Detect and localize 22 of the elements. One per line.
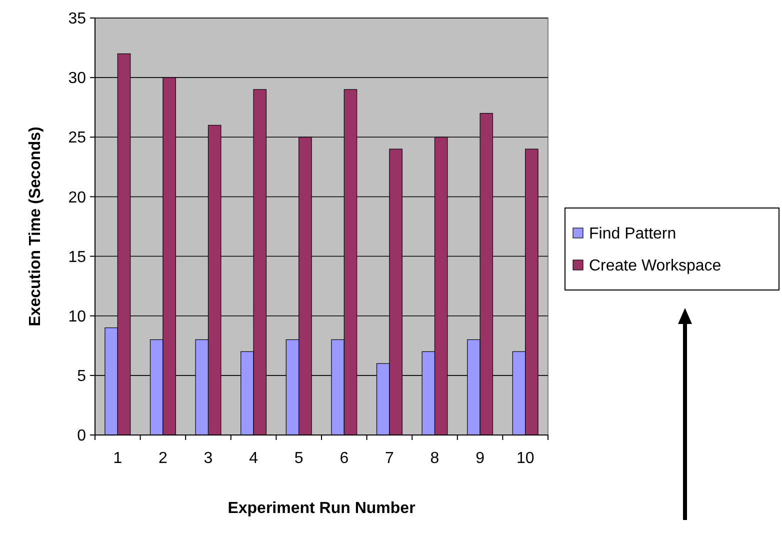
x-axis-title: Experiment Run Number: [228, 500, 416, 517]
x-tick-label: 9: [476, 450, 485, 467]
x-tick-label: 4: [249, 450, 258, 467]
x-tick-label: 8: [430, 450, 440, 467]
y-tick-label: 0: [77, 428, 86, 445]
y-tick-label: 30: [68, 70, 86, 88]
y-tick-label: 20: [68, 189, 86, 206]
x-tick-label: 2: [158, 450, 168, 467]
x-tick-label: 10: [516, 450, 534, 467]
y-tick-label: 25: [68, 130, 86, 147]
legend-label: Create Workspace: [589, 258, 722, 275]
x-tick-label: 6: [340, 450, 349, 467]
y-tick-label: 5: [77, 368, 86, 386]
legend-label: Find Pattern: [589, 226, 676, 243]
y-tick-label: 10: [68, 308, 86, 326]
x-tick-label: 3: [204, 450, 213, 467]
y-tick-label: 15: [68, 248, 86, 266]
x-tick-label: 5: [294, 450, 304, 467]
y-axis-title: Execution Time (Seconds): [27, 126, 44, 326]
x-tick-label: 1: [113, 450, 122, 467]
y-tick-label: 35: [68, 10, 86, 28]
x-tick-label: 7: [384, 450, 394, 467]
